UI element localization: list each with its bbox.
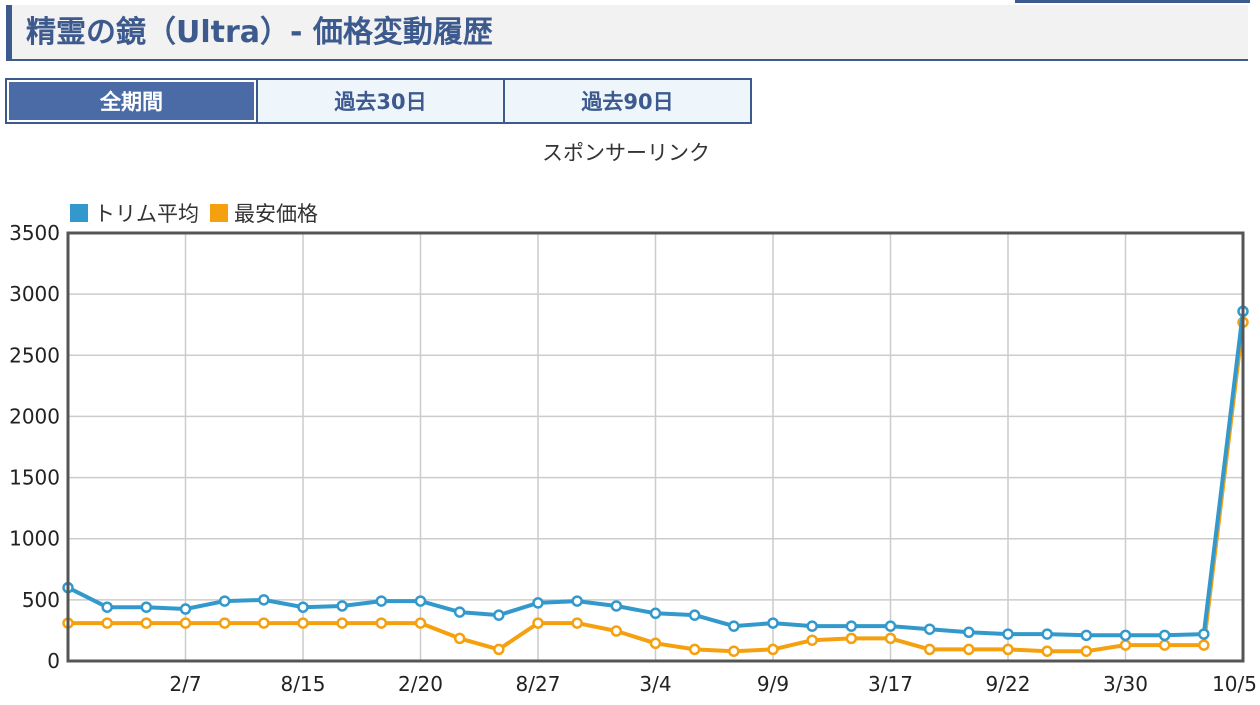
data-point [140,601,153,613]
data-point [375,617,388,629]
data-point [571,617,583,629]
data-point [1119,639,1132,651]
legend-label: 最安価格 [234,202,318,226]
y-tick-label: 3000 [9,282,60,306]
x-tick-label: 8/15 [281,672,326,696]
data-point [1158,639,1171,651]
legend: トリム平均 最安価格 [70,202,318,226]
y-tick-label: 0 [47,649,60,673]
data-point [179,617,192,629]
data-point [963,626,975,639]
data-point [493,643,505,656]
data-point [101,617,113,629]
data-point [1158,629,1171,642]
period-tabs: 全期間 過去30日 過去90日 [5,78,752,124]
plot-frame [66,231,1245,663]
data-point [179,603,192,615]
data-point [1080,645,1093,657]
x-tick-label: 3/4 [639,672,671,696]
data-point [845,620,858,632]
data-point [1080,629,1093,642]
data-point [571,595,583,607]
data-point [845,632,858,645]
data-point [218,595,231,607]
y-tick-label: 1500 [9,466,60,490]
x-tick-label: 10/5 [1212,672,1257,696]
data-point [923,643,936,656]
legend-swatch [210,204,228,222]
data-point [688,609,701,621]
axis-labels: 0 500 1000 1500 2000 2500 3000 3500 2/7 8/15 2/20 8… [9,221,1257,696]
data-point [1041,645,1053,657]
data-point [610,625,623,637]
y-tick-label: 500 [22,588,60,612]
data-point [767,643,779,656]
tab-past-30-days[interactable]: 過去30日 [256,80,503,122]
data-point [297,617,309,629]
x-tick-label: 3/30 [1103,672,1148,696]
data-point [1198,639,1210,651]
data-point [728,620,740,632]
data-point [963,643,975,656]
data-point [453,606,466,618]
x-tick-label: 3/17 [868,672,913,696]
x-tick-label: 9/22 [986,672,1031,696]
x-tick-label: 2/7 [169,672,201,696]
data-point [532,617,544,629]
top-accent-line [1015,0,1250,3]
data-point [1041,628,1053,640]
y-tick-label: 3500 [9,221,60,245]
data-point [493,609,505,621]
data-point [336,600,348,612]
legend-label: トリム平均 [94,202,199,226]
page-title: 精霊の鏡（Ultra）- 価格変動履歴 [26,15,493,50]
data-point [728,645,740,657]
data-point [767,617,779,629]
data-point [1002,628,1014,640]
y-tick-label: 1000 [9,527,60,551]
data-point [297,601,309,613]
data-point [414,617,427,629]
y-tick-label: 2000 [9,404,60,428]
data-point [649,607,662,620]
data-point [806,634,818,646]
data-point [1002,643,1014,656]
data-point [218,617,231,629]
data-point [414,595,427,607]
x-tick-label: 9/9 [757,672,789,696]
x-tick-label: 8/27 [516,672,561,696]
sponsor-link-label: スポンサーリンク [542,141,710,165]
data-point [258,617,270,629]
data-point [1119,629,1132,642]
data-point [610,600,623,612]
data-point [375,595,388,607]
data-point [258,594,270,606]
data-point [140,617,153,629]
legend-swatch [70,204,88,222]
data-point [453,632,466,645]
x-tick-label: 2/20 [398,672,443,696]
data-point [688,643,701,656]
title-bar: 精霊の鏡（Ultra）- 価格変動履歴 [6,5,1248,61]
data-point [923,623,936,635]
data-point [336,617,348,629]
data-point [649,637,662,650]
data-point [884,632,897,645]
data-point [101,601,113,613]
data-point [1198,628,1210,640]
tab-all-period[interactable]: 全期間 [7,80,256,122]
price-history-chart: 0 500 1000 1500 2000 2500 3000 3500 2/7 8/15 2/20 8… [9,202,1257,696]
data-point [884,620,897,632]
y-tick-label: 2500 [9,343,60,367]
data-point [806,620,818,632]
tab-past-90-days[interactable]: 過去90日 [503,80,750,122]
data-point [532,597,544,609]
series-lines [62,305,1249,657]
grid-lines [68,232,1243,662]
